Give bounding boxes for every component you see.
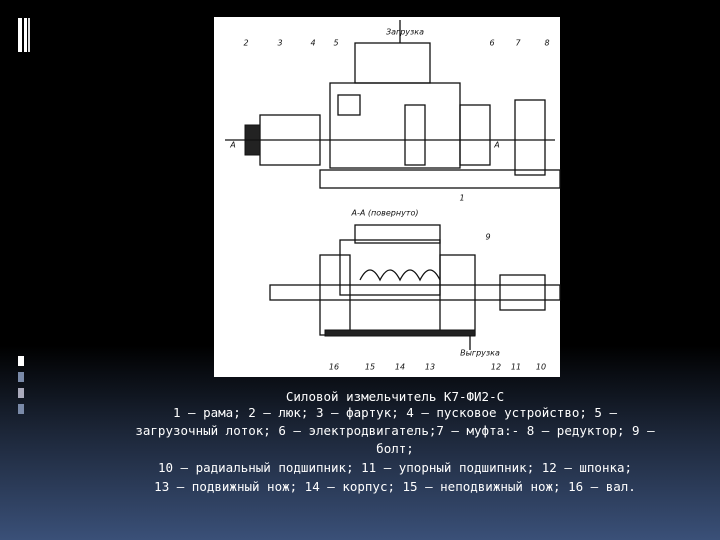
figure-label: 4 bbox=[310, 39, 315, 48]
square bbox=[18, 404, 24, 414]
figure-label: 2 bbox=[243, 39, 248, 48]
figure-label: Загрузка bbox=[386, 28, 424, 37]
square bbox=[18, 372, 24, 382]
caption-line: болт; bbox=[376, 441, 414, 456]
figure-label: 8 bbox=[544, 39, 549, 48]
stripe bbox=[24, 18, 27, 52]
caption-line: 10 — радиальный подшипник; 11 — упорный … bbox=[157, 460, 633, 475]
figure-label: 3 bbox=[277, 39, 282, 48]
figure-label: 12 bbox=[491, 363, 501, 372]
figure-label: 15 bbox=[365, 363, 375, 372]
figure-label: 9 bbox=[485, 233, 490, 242]
figure-label: 1 bbox=[459, 194, 464, 203]
figure-label: 11 bbox=[511, 363, 521, 372]
figure-label: 6 bbox=[489, 39, 494, 48]
stripe bbox=[28, 18, 30, 52]
square bbox=[18, 356, 24, 366]
caption-line: загрузочный лоток; 6 — электродвигатель;… bbox=[135, 423, 655, 438]
caption-title: Силовой измельчитель К7-ФИ2-С bbox=[285, 389, 505, 404]
square bbox=[18, 388, 24, 398]
figure-label: 13 bbox=[425, 363, 435, 372]
figure-label: А bbox=[229, 141, 235, 150]
caption-line: 1 — рама; 2 — люк; 3 — фартук; 4 — пуско… bbox=[172, 405, 617, 420]
caption-line: 13 — подвижный нож; 14 — корпус; 15 — не… bbox=[154, 479, 636, 494]
technical-drawing: Загрузка 2 3 4 5 6 7 8 А А 1 А-А (повернуто) 9 Выгруз… bbox=[225, 20, 561, 372]
figure-label: 5 bbox=[333, 39, 338, 48]
stripe bbox=[18, 18, 22, 52]
figure-label: А-А (повернуто) bbox=[351, 209, 419, 218]
figure-label: 14 bbox=[395, 363, 405, 372]
figure-label: А bbox=[493, 141, 499, 150]
figure-background bbox=[214, 17, 560, 377]
figure-label: Выгрузка bbox=[460, 349, 500, 358]
figure-label: 10 bbox=[536, 363, 546, 372]
figure-label: 7 bbox=[515, 39, 521, 48]
figure-label: 16 bbox=[329, 363, 339, 372]
